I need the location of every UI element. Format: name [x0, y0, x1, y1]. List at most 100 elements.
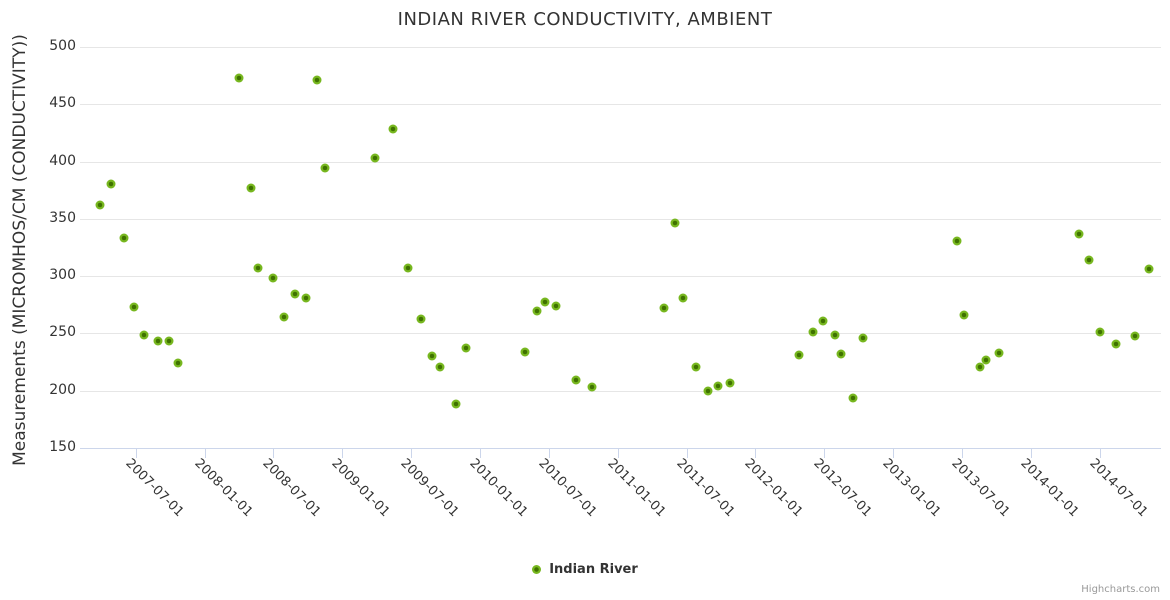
legend-marker-icon [532, 565, 542, 574]
data-point[interactable] [836, 349, 846, 359]
x-tick [824, 448, 826, 458]
data-point[interactable] [1111, 339, 1121, 349]
data-point[interactable] [370, 153, 380, 163]
data-point[interactable] [848, 393, 858, 403]
data-point[interactable] [830, 330, 840, 340]
data-point[interactable] [520, 347, 530, 357]
y-gridline [80, 47, 1161, 48]
chart-title: INDIAN RIVER CONDUCTIVITY, AMBIENT [397, 9, 773, 30]
data-point[interactable] [388, 124, 398, 134]
x-axis-label: 2012-01-01 [741, 456, 806, 521]
data-point[interactable] [691, 362, 701, 372]
data-point[interactable] [253, 263, 263, 273]
data-point[interactable] [818, 316, 828, 326]
data-point[interactable] [959, 310, 969, 320]
x-axis-label: 2013-01-01 [879, 456, 944, 521]
y-gridline [80, 218, 1161, 220]
x-tick [411, 448, 413, 458]
data-point[interactable] [95, 200, 105, 210]
data-point[interactable] [994, 348, 1004, 358]
x-tick [686, 448, 688, 458]
x-axis-label: 2014-01-01 [1017, 456, 1082, 521]
y-gridline [80, 161, 1161, 163]
data-point[interactable] [451, 399, 461, 409]
data-point[interactable] [139, 330, 149, 340]
data-point[interactable] [670, 218, 680, 228]
x-tick [893, 448, 895, 458]
x-axis-line [80, 448, 1161, 449]
data-point[interactable] [713, 381, 723, 391]
data-point[interactable] [153, 336, 163, 346]
y-axis-title: Measurements (MICROMHOS/CM (CONDUCTIVITY… [10, 34, 30, 466]
data-point[interactable] [678, 293, 688, 303]
data-point[interactable] [1144, 264, 1154, 274]
data-point[interactable] [1130, 331, 1140, 341]
x-tick [273, 448, 275, 458]
x-axis-label: 2010-07-01 [535, 456, 600, 521]
data-point[interactable] [416, 314, 426, 324]
data-point[interactable] [461, 343, 471, 353]
x-axis-label: 2009-07-01 [397, 456, 462, 521]
x-tick [617, 448, 619, 458]
data-point[interactable] [301, 293, 311, 303]
credits-link[interactable]: Highcharts.com [1081, 584, 1160, 595]
y-gridline [80, 276, 1161, 278]
data-point[interactable] [164, 336, 174, 346]
y-axis-label: 250 [49, 324, 76, 341]
data-point[interactable] [952, 236, 962, 246]
x-axis-label: 2012-07-01 [810, 456, 875, 521]
data-point[interactable] [587, 382, 597, 392]
y-axis-label: 500 [49, 38, 76, 54]
data-point[interactable] [1095, 327, 1105, 337]
legend-item-indian-river[interactable]: Indian River [0, 562, 1170, 577]
x-axis-label: 2010-01-01 [466, 456, 531, 521]
data-point[interactable] [981, 355, 991, 365]
data-point[interactable] [427, 351, 437, 361]
data-point[interactable] [703, 386, 713, 396]
data-point[interactable] [725, 378, 735, 388]
x-axis-label: 2011-01-01 [604, 456, 669, 521]
data-point[interactable] [659, 303, 669, 313]
x-tick [204, 448, 206, 458]
data-point[interactable] [234, 73, 244, 83]
data-point[interactable] [403, 263, 413, 273]
data-point[interactable] [279, 312, 289, 322]
data-point[interactable] [246, 183, 256, 193]
y-gridline [80, 104, 1161, 106]
data-point[interactable] [551, 301, 561, 311]
data-point[interactable] [532, 306, 542, 315]
data-point[interactable] [173, 358, 183, 368]
x-axis-label: 2007-07-01 [122, 456, 187, 521]
data-point[interactable] [106, 179, 116, 189]
y-gridline [80, 333, 1161, 335]
data-point[interactable] [129, 302, 139, 312]
x-tick [342, 448, 344, 458]
x-tick [135, 448, 137, 458]
data-point[interactable] [119, 233, 129, 243]
data-point[interactable] [794, 350, 804, 360]
data-point[interactable] [540, 297, 550, 307]
x-axis-label: 2008-01-01 [190, 456, 255, 521]
data-point[interactable] [571, 375, 581, 385]
data-point[interactable] [290, 289, 300, 299]
y-axis-label: 400 [49, 152, 76, 169]
x-axis-label: 2009-01-01 [328, 456, 393, 521]
data-point[interactable] [1084, 255, 1094, 265]
x-axis-label: 2013-07-01 [948, 456, 1013, 521]
x-tick [755, 448, 757, 458]
data-point[interactable] [268, 273, 278, 283]
data-point[interactable] [858, 333, 868, 343]
x-axis-label: 2014-07-01 [1086, 456, 1151, 521]
legend-series-label: Indian River [549, 562, 638, 577]
y-gridline [80, 390, 1161, 392]
data-point[interactable] [435, 362, 445, 372]
data-point[interactable] [808, 327, 818, 337]
data-point[interactable] [320, 163, 330, 173]
y-axis-label: 200 [49, 381, 76, 398]
data-point[interactable] [975, 362, 985, 372]
data-point[interactable] [312, 75, 322, 85]
data-point[interactable] [1074, 229, 1084, 239]
x-axis-label: 2011-07-01 [672, 456, 738, 521]
x-tick [548, 448, 550, 458]
